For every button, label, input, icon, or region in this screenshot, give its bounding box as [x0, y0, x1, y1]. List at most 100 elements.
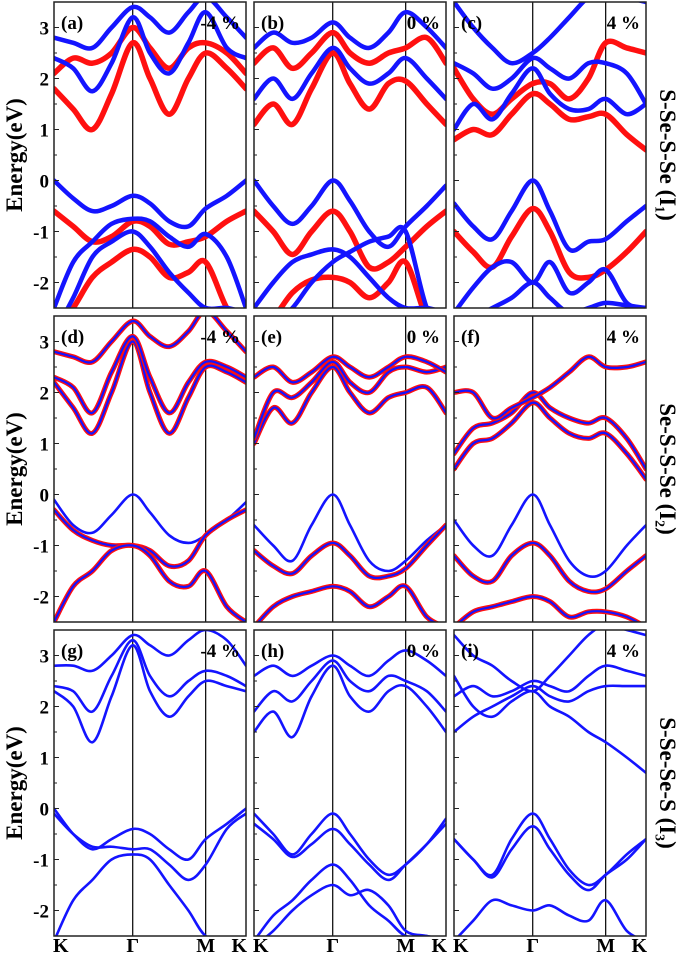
band-line-red — [254, 364, 446, 446]
row-structure-label: S-Se-Se-S (I₃) — [655, 717, 680, 848]
band-line-blue — [254, 822, 446, 882]
band-line-red — [54, 40, 246, 133]
x-tick-label: M — [196, 935, 215, 956]
panel-tag: (g) — [61, 641, 83, 662]
plot-frame — [253, 315, 447, 623]
y-axis-label: Energy(eV) — [2, 412, 27, 526]
band-line-red — [454, 205, 646, 281]
panel-tag: (a) — [61, 13, 83, 34]
panel-a: (a) -4 % 3 2 1 0 -1 -2 — [33, 1, 247, 309]
x-tick-label: K — [453, 935, 469, 956]
band-line-red — [54, 208, 246, 248]
band-line-blue — [454, 55, 646, 107]
x-tick-label: M — [396, 935, 415, 956]
band-line-blue — [54, 638, 246, 713]
band-line-red — [254, 208, 446, 272]
band-line-blue — [54, 544, 246, 622]
band-line-blue — [454, 630, 646, 693]
band-line-red — [54, 338, 246, 436]
band-line-blue — [454, 391, 646, 470]
band-line-blue — [54, 2, 246, 51]
band-line-blue — [54, 853, 209, 936]
y-tick-label: -2 — [33, 902, 49, 923]
band-line-blue — [454, 66, 646, 132]
band-line-blue — [457, 898, 637, 936]
band-line-red — [454, 90, 646, 153]
x-tick-label: Γ — [526, 935, 539, 956]
x-tick-label: Γ — [126, 935, 139, 956]
strain-label: 0 % — [407, 327, 440, 348]
panel-tag: (e) — [261, 327, 282, 348]
strain-label: 4 % — [607, 13, 640, 34]
strain-label: 0 % — [407, 641, 440, 662]
y-axis-label: Energy(eV) — [2, 726, 27, 840]
band-line-blue — [54, 644, 246, 744]
band-line-blue — [54, 178, 246, 230]
y-tick-label: -1 — [33, 851, 49, 872]
y-tick-label: -2 — [33, 588, 49, 609]
y-tick-label: 2 — [40, 384, 50, 405]
strain-label: 4 % — [607, 641, 640, 662]
band-line-blue — [54, 9, 246, 94]
plot-frame — [453, 315, 647, 623]
panel-f: (f) 4 % — [453, 315, 647, 623]
band-line-red — [277, 258, 426, 308]
y-tick-label: 1 — [40, 435, 50, 456]
band-line-red — [54, 24, 246, 77]
x-tick-label: K — [231, 935, 247, 956]
band-line-blue — [454, 825, 646, 892]
y-tick-label: -2 — [33, 274, 49, 295]
band-line-blue — [254, 178, 446, 250]
panel-tag: (i) — [461, 641, 479, 662]
plot-frame — [253, 629, 447, 937]
band-line-blue — [454, 674, 646, 775]
panel-i: (i) 4 % — [453, 629, 647, 937]
band-line-blue — [254, 247, 437, 308]
band-line-blue — [454, 355, 646, 420]
panel-e: (e) 0 % — [253, 315, 447, 623]
band-line-blue — [454, 493, 646, 579]
band-line-blue — [54, 630, 246, 673]
band-line-blue — [454, 664, 646, 698]
band-line-blue — [454, 2, 646, 66]
band-line-blue — [458, 595, 640, 622]
band-line-blue — [265, 883, 432, 936]
band-line-red — [69, 246, 231, 308]
panel-b: (b) 0 % — [253, 1, 447, 309]
band-line-red — [454, 38, 646, 117]
panel-c: (c) 4 % — [453, 1, 647, 309]
band-line-blue — [454, 258, 646, 308]
band-line-blue — [454, 178, 646, 253]
band-line-red — [254, 50, 446, 128]
panel-tag: (b) — [261, 13, 284, 34]
y-tick-label: -1 — [33, 537, 49, 558]
y-tick-label: -1 — [33, 223, 49, 244]
row-structure-label: Se-S-S-Se (I₂) — [655, 403, 680, 534]
band-line-red — [454, 540, 646, 595]
band-line-blue — [254, 9, 446, 51]
y-tick-label: 2 — [40, 698, 50, 719]
band-line-blue — [54, 335, 246, 415]
strain-label: 4 % — [607, 327, 640, 348]
y-axis-label: Energy(eV) — [2, 98, 27, 212]
row-structure-label: S-Se-S-Se (I₁) — [655, 89, 680, 220]
y-tick-label: 0 — [40, 486, 50, 507]
strain-label: -4 % — [200, 641, 240, 662]
plot-frame — [253, 1, 447, 309]
panel-tag: (c) — [461, 13, 482, 34]
strain-label: -4 % — [200, 327, 240, 348]
band-line-blue — [54, 340, 246, 435]
band-line-blue — [454, 684, 646, 734]
y-tick-label: 0 — [40, 800, 50, 821]
y-tick-label: 1 — [40, 121, 50, 142]
panel-g: (g) -4 % 3 2 1 0 -1 -2 — [33, 629, 247, 937]
y-tick-label: 0 — [40, 172, 50, 193]
panel-tag: (f) — [461, 327, 480, 348]
band-line-blue — [256, 863, 434, 936]
band-line-red — [254, 29, 446, 72]
band-line-blue — [254, 365, 446, 445]
y-tick-label: 3 — [40, 19, 50, 40]
band-line-blue — [254, 360, 446, 439]
x-tick-label: K — [253, 935, 269, 956]
